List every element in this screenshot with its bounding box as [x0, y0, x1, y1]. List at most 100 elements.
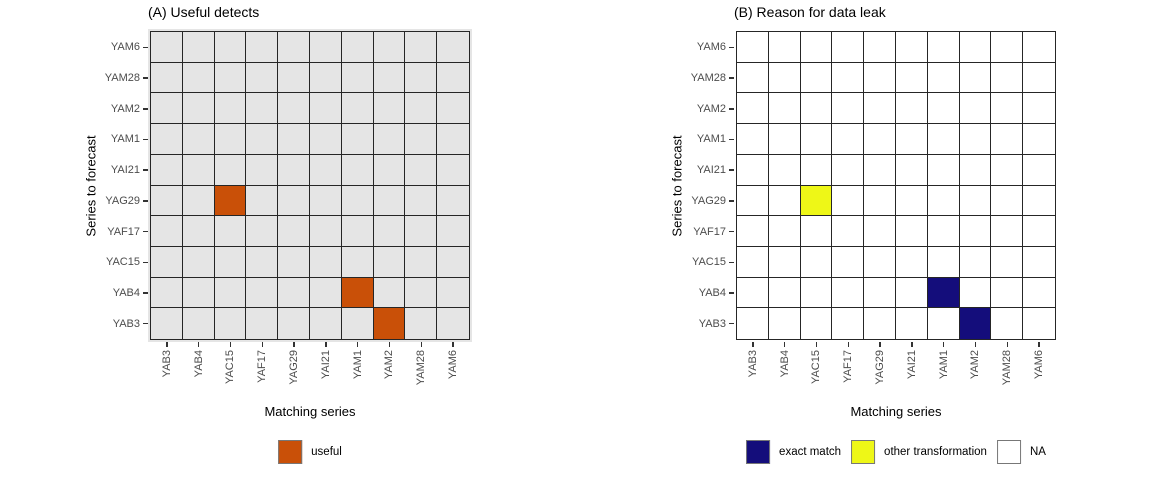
heatmap-cell	[737, 277, 769, 309]
x-axis-col: YAF17	[832, 342, 864, 412]
heatmap-cell	[309, 62, 342, 94]
heatmap-cell	[405, 185, 438, 217]
x-axis-tick-label: YAC15	[224, 350, 237, 385]
heatmap-cell	[182, 246, 215, 278]
y-axis-labels: YAM6 YAM28 YAM2 YAM1 YAI21 YAG29 YAF17 YAC15 YAB…	[50, 32, 148, 339]
heatmap-cell	[182, 32, 215, 63]
x-tick-mark	[261, 342, 264, 347]
y-axis-row: YAI21	[636, 155, 734, 186]
y-tick-mark	[143, 261, 148, 264]
heatmap-cell	[246, 32, 279, 63]
heatmap-cell	[373, 216, 406, 247]
y-axis-row: YAM1	[636, 124, 734, 155]
x-axis-tick-label: YAF17	[256, 350, 269, 383]
x-axis-tick-label: YAM2	[383, 350, 396, 380]
heatmap-cell	[373, 62, 406, 94]
heatmap-cell	[768, 124, 801, 155]
heatmap-cell	[182, 308, 215, 339]
heatmap-cell	[246, 185, 279, 217]
heatmap-cell	[864, 93, 896, 125]
heatmap-cell	[1023, 308, 1055, 339]
panel-b: (B) Reason for data leak Series to forec…	[586, 0, 1152, 480]
heatmap-cell	[246, 154, 279, 186]
y-axis-tick-label: YAM28	[690, 72, 726, 85]
panel-background	[734, 29, 1058, 342]
y-axis-tick-label: YAG29	[691, 194, 726, 207]
y-tick-mark	[143, 169, 148, 171]
legend-swatch	[996, 440, 1021, 464]
x-axis-tick-label: YAC15	[810, 350, 823, 385]
x-axis-col: YAM1	[342, 342, 374, 412]
y-tick-mark	[729, 169, 734, 171]
x-tick-mark	[911, 342, 913, 347]
heatmap-cell	[895, 124, 928, 155]
x-axis-tick-label: YAB3	[746, 350, 759, 378]
x-axis-col: YAM28	[405, 342, 437, 412]
heatmap-cell	[214, 216, 247, 247]
x-tick-mark	[229, 342, 232, 347]
y-axis-tick-label: YAB3	[112, 317, 140, 330]
legend-item: useful	[278, 440, 342, 464]
x-axis-col: YAB4	[183, 342, 215, 412]
heatmap-cell	[182, 277, 215, 309]
legend-label: NA	[1029, 446, 1046, 458]
y-axis-row: YAB4	[636, 278, 734, 309]
y-axis-tick-label: YAC15	[105, 256, 140, 269]
heatmap-cell	[800, 185, 833, 217]
x-axis-col: YAM28	[991, 342, 1023, 412]
heatmap-cell	[246, 93, 279, 125]
heatmap-cell	[182, 216, 215, 247]
heatmap-cell	[927, 246, 960, 278]
heatmap-cell	[278, 216, 310, 247]
heatmap-cell	[151, 32, 183, 63]
heatmap-grid	[736, 31, 1056, 340]
x-axis-labels: YAB3 YAB4 YAC15 YAF17 YAG29 YAI21 YAM1 YAM2 YAM2…	[737, 342, 1055, 412]
heatmap-cell	[405, 32, 438, 63]
heatmap-cell	[309, 32, 342, 63]
y-axis-row: YAG29	[50, 186, 148, 217]
heatmap-cell	[214, 246, 247, 278]
x-axis-tick-label: YAG29	[288, 350, 301, 385]
y-tick-mark	[143, 200, 148, 202]
heatmap-cell	[959, 246, 992, 278]
heatmap-cell	[927, 185, 960, 217]
heatmap-cell	[151, 62, 183, 94]
y-tick-mark	[729, 322, 734, 325]
x-tick-mark	[420, 342, 423, 347]
legend: exact match other transformation NA	[746, 440, 1046, 464]
heatmap-cell	[832, 154, 865, 186]
heatmap-cell	[959, 62, 992, 94]
x-axis-col: YAB3	[737, 342, 769, 412]
heatmap-cell	[278, 154, 310, 186]
heatmap-cell	[737, 216, 769, 247]
heatmap-cell	[737, 308, 769, 339]
heatmap-cell	[341, 277, 374, 309]
heatmap-cell	[278, 93, 310, 125]
heatmap-cell	[278, 277, 310, 309]
heatmap-cell	[151, 216, 183, 247]
heatmap-cell	[214, 32, 247, 63]
x-tick-mark	[197, 342, 200, 347]
heatmap-cell	[895, 93, 928, 125]
heatmap-cell	[927, 216, 960, 247]
heatmap-cell	[246, 216, 279, 247]
heatmap-cell	[341, 246, 374, 278]
heatmap-cell	[768, 185, 801, 217]
heatmap-cell	[214, 93, 247, 125]
heatmap-cell	[405, 246, 438, 278]
heatmap-cell	[991, 216, 1024, 247]
x-tick-mark	[1038, 342, 1040, 347]
heatmap-cell	[1023, 93, 1055, 125]
heatmap-cell	[151, 154, 183, 186]
y-tick-mark	[729, 77, 734, 79]
heatmap-cell	[927, 124, 960, 155]
x-tick-mark	[325, 342, 327, 347]
panel-title: (A) Useful detects	[148, 4, 260, 20]
heatmap-cell	[437, 277, 469, 309]
x-tick-mark	[166, 342, 168, 347]
heatmap-cell	[800, 216, 833, 247]
heatmap-cell	[864, 308, 896, 339]
y-axis-tick-label: YAM2	[110, 102, 140, 115]
heatmap-cell	[246, 277, 279, 309]
